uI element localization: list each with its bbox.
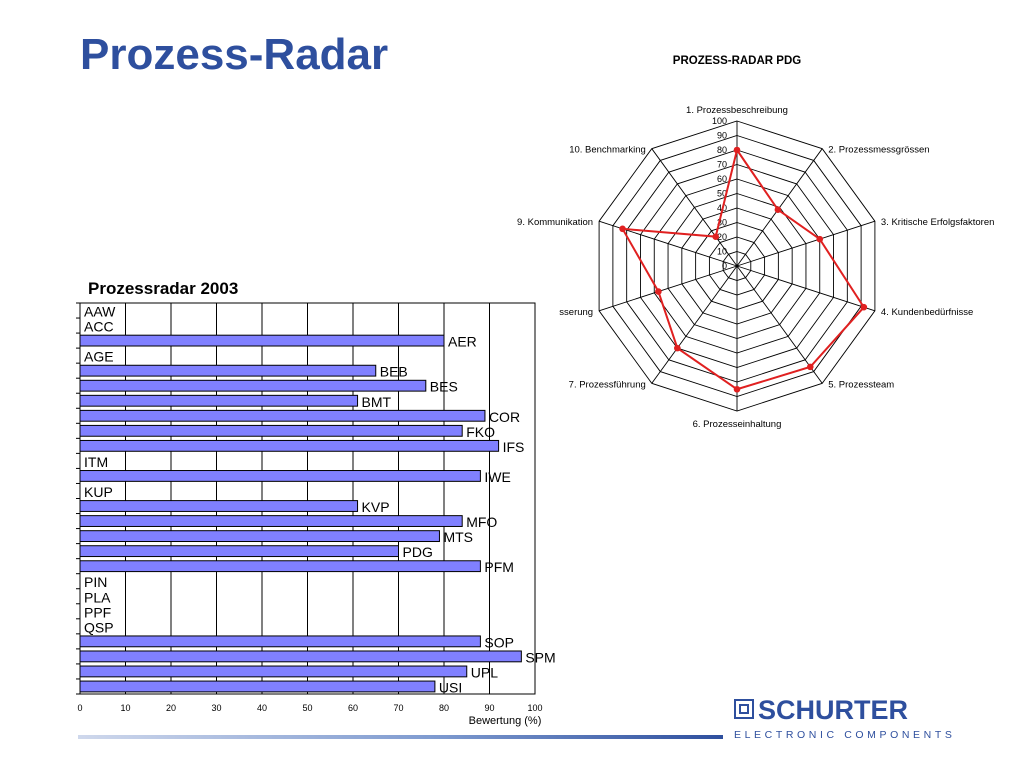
radar-r-tick-label: 70 <box>717 160 727 170</box>
radar-axis-label: sserung <box>559 307 593 318</box>
radar-axis-label: 2. Prozessmessgrössen <box>828 145 929 156</box>
radar-r-tick-label: 20 <box>717 232 727 242</box>
footer-divider <box>78 735 723 739</box>
radar-r-tick-label: 10 <box>717 247 727 257</box>
radar-point <box>733 146 741 154</box>
radar-r-tick-label: 60 <box>717 174 727 184</box>
radar-chart-title: PROZESS-RADAR PDG <box>672 55 802 67</box>
radar-point <box>712 233 719 240</box>
radar-spoke <box>736 220 876 267</box>
radar-spoke <box>736 265 823 384</box>
logo-mark-icon <box>734 699 754 719</box>
radar-r-tick-label: 0 <box>722 261 727 271</box>
radar-spoke <box>651 265 738 384</box>
radar-spoke <box>598 265 738 312</box>
radar-axis-label: 10. Benchmarking <box>569 145 646 156</box>
slide-title: Prozess-Radar <box>80 30 389 79</box>
schurter-logo: SCHURTER ELECTRONIC COMPONENTS <box>734 695 994 747</box>
bar-chart-title: Prozessradar 2003 <box>88 279 239 298</box>
radar-axis-label: 6. Prozesseinhaltung <box>693 419 782 430</box>
radar-axis-label: 4. Kundenbedürfnisse <box>881 307 973 318</box>
radar-point <box>860 303 868 311</box>
radar-r-tick-label: 100 <box>712 116 727 126</box>
radar-spoke <box>736 265 876 312</box>
radar-point <box>655 288 662 295</box>
radar-point <box>733 385 741 393</box>
radar-r-tick-label: 50 <box>717 189 727 199</box>
radar-axis-label: 9. Kommunikation <box>517 217 593 228</box>
radar-axis-label: 7. Prozessführung <box>569 379 646 390</box>
radar-axis-label: 5. Prozessteam <box>828 379 894 390</box>
radar-point <box>816 235 824 243</box>
radar-point <box>806 363 814 371</box>
radar-r-tick-label: 80 <box>717 145 727 155</box>
logo-tagline: ELECTRONIC COMPONENTS <box>734 729 956 741</box>
radar-axis-label: 1. Prozessbeschreibung <box>686 105 788 116</box>
radar-spoke <box>651 148 738 267</box>
logo-wordmark: SCHURTER <box>758 695 909 725</box>
radar-r-tick-label: 90 <box>717 131 727 141</box>
radar-axis-label: 3. Kritische Erfolgsfaktoren <box>881 217 995 228</box>
radar-point <box>619 225 626 233</box>
radar-point <box>774 206 782 213</box>
radar-point <box>674 344 681 352</box>
radar-r-tick-label: 30 <box>717 218 727 228</box>
